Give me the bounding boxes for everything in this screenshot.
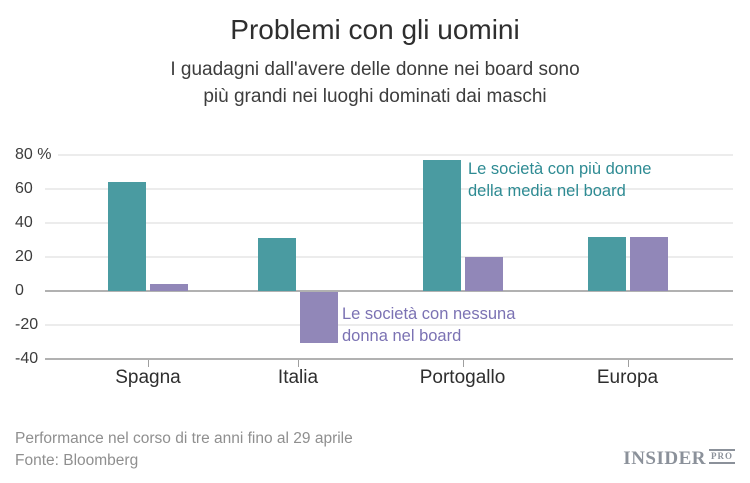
y-axis-label: -40 bbox=[15, 349, 46, 369]
chart-subtitle-line2: più grandi nei luoghi dominati dai masch… bbox=[203, 86, 547, 107]
footnote-source: Fonte: Bloomberg bbox=[15, 452, 139, 469]
bar-italia-series1 bbox=[258, 238, 296, 291]
x-axis-label-italia: Italia bbox=[277, 367, 319, 388]
y-axis-label: 80 % bbox=[15, 145, 59, 165]
x-axis-tick bbox=[298, 360, 299, 367]
bar-europa-series1 bbox=[587, 236, 626, 291]
gridline bbox=[45, 324, 733, 326]
bottom-axis-line bbox=[45, 358, 733, 360]
x-axis-tick bbox=[627, 360, 629, 367]
bar-italia-series2 bbox=[300, 292, 338, 343]
footnote-performance: Performance nel corso di tre anni fino a… bbox=[15, 430, 353, 447]
y-axis-label: 60 bbox=[15, 179, 40, 199]
y-axis-label: 20 bbox=[15, 247, 40, 267]
bar-portogallo-series1 bbox=[422, 160, 461, 291]
y-axis-label: 40 bbox=[15, 213, 40, 233]
bar-spagna-series1 bbox=[108, 182, 146, 291]
zero-axis-line bbox=[45, 290, 733, 292]
annotation-more-women: Le società con più donne della media nel… bbox=[468, 160, 652, 200]
x-axis-label-portogallo: Portogallo bbox=[419, 367, 506, 388]
gridline bbox=[45, 154, 733, 156]
bar-europa-series2 bbox=[629, 236, 668, 291]
gridline bbox=[45, 256, 733, 258]
x-axis-tick bbox=[462, 360, 464, 367]
logo-main-text: INSIDER bbox=[623, 448, 706, 469]
logo-pro-badge: PRO bbox=[709, 449, 735, 464]
gridline bbox=[45, 188, 733, 190]
x-axis-label-europa: Europa bbox=[596, 367, 659, 388]
bar-portogallo-series2 bbox=[464, 257, 503, 291]
insiderpro-logo: INSIDER PRO bbox=[623, 449, 735, 468]
chart-subtitle-line1: I guadagni dall'avere delle donne nei bo… bbox=[170, 59, 580, 80]
bar-spagna-series2 bbox=[150, 284, 188, 291]
y-axis-label: 0 bbox=[15, 281, 31, 301]
x-axis-label-spagna: Spagna bbox=[115, 367, 181, 388]
y-axis-label: -20 bbox=[15, 315, 46, 335]
gridline bbox=[45, 222, 733, 224]
x-axis-tick bbox=[148, 360, 149, 367]
annotation-no-women: Le società con nessuna donna nel board bbox=[342, 305, 516, 345]
chart-title: Problemi con gli uomini bbox=[230, 14, 520, 45]
